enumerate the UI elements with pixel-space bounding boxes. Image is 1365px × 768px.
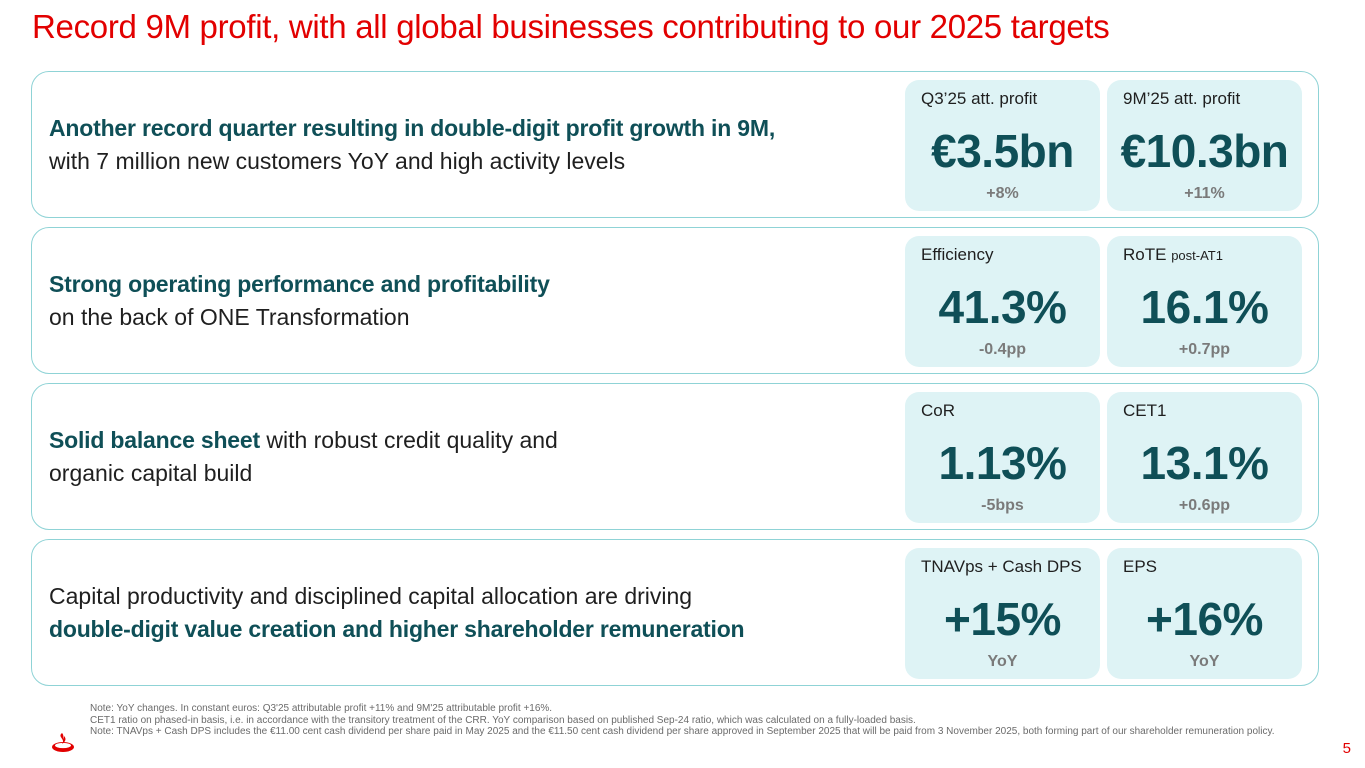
kpi-change: +8% — [986, 185, 1019, 202]
kpi-label: CET1 — [1123, 401, 1167, 420]
kpi-change: YoY — [1189, 653, 1220, 670]
kpi-change: +0.6pp — [1178, 497, 1231, 514]
kpi-card-cet1: CET1 13.1% +0.6pp — [1107, 392, 1302, 523]
kpi-card-rote: RoTE post-AT1 16.1% +0.7pp — [1107, 236, 1302, 367]
kpi-label: CoR — [921, 401, 956, 420]
footnote: CET1 ratio on phased-in basis, i.e. in a… — [90, 714, 916, 726]
kpi-value: €10.3bn — [1120, 125, 1289, 177]
row-text-bold: double-digit value creation and higher s… — [49, 615, 745, 642]
kpi-label-suffix: post-AT1 — [1171, 248, 1223, 263]
row-text-bold: Strong operating performance and profita… — [49, 270, 550, 297]
kpi-change: +0.7pp — [1178, 341, 1231, 358]
kpi-card-cor: CoR 1.13% -5bps — [905, 392, 1100, 523]
kpi-label: Q3’25 att. profit — [921, 89, 1038, 108]
page-number: 5 — [1342, 740, 1351, 757]
kpi-label: RoTE post-AT1 — [1123, 245, 1223, 265]
highlight-row-profit: Another record quarter resulting in doub… — [31, 71, 1319, 218]
kpi-change: -5bps — [981, 497, 1024, 514]
highlight-row-balance-sheet: Solid balance sheet with robust credit q… — [31, 383, 1319, 530]
kpi-value: 13.1% — [1140, 437, 1269, 489]
row-text-regular: on the back of ONE Transformation — [49, 303, 410, 330]
page-title: Record 9M profit, with all global busine… — [32, 8, 1110, 45]
row-description: Another record quarter resulting in doub… — [49, 112, 879, 178]
kpi-value: +16% — [1146, 593, 1263, 645]
kpi-label: TNAVps + Cash DPS — [921, 557, 1082, 576]
row-description: Solid balance sheet with robust credit q… — [49, 424, 629, 490]
highlight-row-capital: Capital productivity and disciplined cap… — [31, 539, 1319, 686]
row-text-bold: Solid balance sheet — [49, 426, 260, 453]
footnote: Note: YoY changes. In constant euros: Q3… — [90, 703, 553, 714]
flame-logo-icon — [51, 733, 75, 753]
kpi-value: 1.13% — [938, 437, 1067, 489]
row-text-bold: Another record quarter resulting in doub… — [49, 114, 776, 141]
kpi-change: +11% — [1184, 185, 1225, 202]
row-text-regular: Capital productivity and disciplined cap… — [49, 582, 693, 609]
kpi-label: EPS — [1123, 557, 1158, 576]
row-description: Capital productivity and disciplined cap… — [49, 580, 879, 646]
highlight-row-operating: Strong operating performance and profita… — [31, 227, 1319, 374]
row-text-regular: with 7 million new customers YoY and hig… — [49, 147, 626, 174]
kpi-label: Efficiency — [921, 245, 994, 264]
kpi-card-9m-profit: 9M’25 att. profit €10.3bn +11% — [1107, 80, 1302, 211]
kpi-value: +15% — [944, 593, 1061, 645]
kpi-label-main: RoTE — [1123, 245, 1167, 264]
kpi-value: 41.3% — [938, 281, 1067, 333]
kpi-value: €3.5bn — [931, 125, 1074, 177]
row-description: Strong operating performance and profita… — [49, 268, 879, 334]
kpi-change: -0.4pp — [978, 341, 1027, 358]
kpi-change: YoY — [987, 653, 1018, 670]
kpi-card-efficiency: Efficiency 41.3% -0.4pp — [905, 236, 1100, 367]
footnote: Note: TNAVps + Cash DPS includes the €11… — [90, 726, 1275, 737]
kpi-card-tnavps: TNAVps + Cash DPS +15% YoY — [905, 548, 1100, 679]
kpi-value: 16.1% — [1140, 281, 1269, 333]
kpi-card-eps: EPS +16% YoY — [1107, 548, 1302, 679]
row-text-regular: with robust credit quality and organic c… — [49, 426, 558, 486]
kpi-card-q3-profit: Q3’25 att. profit €3.5bn +8% — [905, 80, 1100, 211]
footnotes: Note: YoY changes. In constant euros: Q3… — [90, 703, 1320, 738]
kpi-label: 9M’25 att. profit — [1123, 89, 1241, 108]
